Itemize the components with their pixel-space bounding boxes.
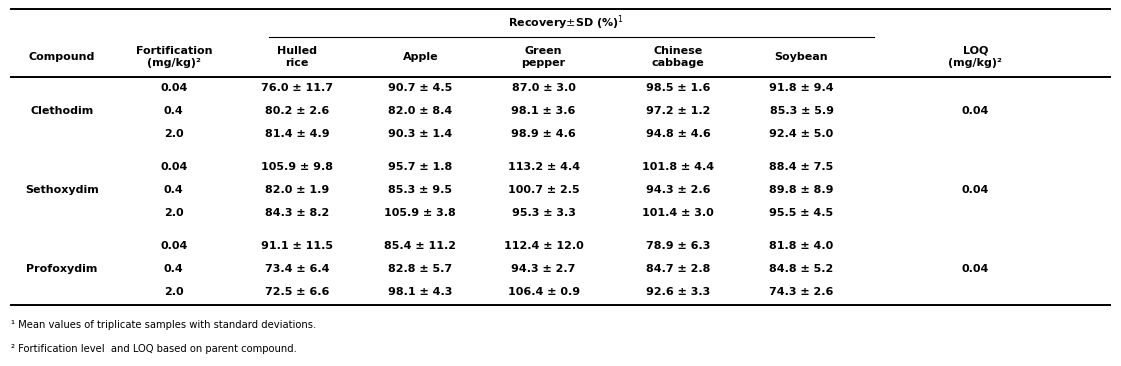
Text: 91.1 ± 11.5: 91.1 ± 11.5 <box>261 241 333 251</box>
Text: 95.7 ± 1.8: 95.7 ± 1.8 <box>388 162 453 172</box>
Text: Apple: Apple <box>402 52 438 62</box>
Text: ¹ Mean values of triplicate samples with standard deviations.: ¹ Mean values of triplicate samples with… <box>11 320 316 330</box>
Text: 85.4 ± 11.2: 85.4 ± 11.2 <box>385 241 456 251</box>
Text: 113.2 ± 4.4: 113.2 ± 4.4 <box>508 162 580 172</box>
Text: 84.8 ± 5.2: 84.8 ± 5.2 <box>769 264 834 274</box>
Text: 98.9 ± 4.6: 98.9 ± 4.6 <box>511 129 576 139</box>
Text: 2.0: 2.0 <box>164 129 184 139</box>
Text: Clethodim: Clethodim <box>30 106 93 116</box>
Text: 0.4: 0.4 <box>164 106 184 116</box>
Text: 0.4: 0.4 <box>164 185 184 195</box>
Text: 80.2 ± 2.6: 80.2 ± 2.6 <box>265 106 330 116</box>
Text: 112.4 ± 12.0: 112.4 ± 12.0 <box>503 241 584 251</box>
Text: Chinese
cabbage: Chinese cabbage <box>651 45 705 68</box>
Text: 92.4 ± 5.0: 92.4 ± 5.0 <box>769 129 834 139</box>
Text: 82.0 ± 1.9: 82.0 ± 1.9 <box>265 185 330 195</box>
Text: 72.5 ± 6.6: 72.5 ± 6.6 <box>265 287 330 297</box>
Text: 94.8 ± 4.6: 94.8 ± 4.6 <box>646 129 711 139</box>
Text: Green
pepper: Green pepper <box>521 45 566 68</box>
Text: Compound: Compound <box>28 52 95 62</box>
Text: Fortification
(mg/kg)²: Fortification (mg/kg)² <box>136 45 212 68</box>
Text: 106.4 ± 0.9: 106.4 ± 0.9 <box>508 287 580 297</box>
Text: Profoxydim: Profoxydim <box>26 264 98 274</box>
Text: 84.7 ± 2.8: 84.7 ± 2.8 <box>646 264 711 274</box>
Text: 105.9 ± 9.8: 105.9 ± 9.8 <box>261 162 333 172</box>
Text: 89.8 ± 8.9: 89.8 ± 8.9 <box>769 185 834 195</box>
Text: 81.8 ± 4.0: 81.8 ± 4.0 <box>769 241 834 251</box>
Text: 95.5 ± 4.5: 95.5 ± 4.5 <box>769 208 834 218</box>
Text: 94.3 ± 2.7: 94.3 ± 2.7 <box>511 264 576 274</box>
Text: 74.3 ± 2.6: 74.3 ± 2.6 <box>769 287 834 297</box>
Text: 2.0: 2.0 <box>164 287 184 297</box>
Text: 91.8 ± 9.4: 91.8 ± 9.4 <box>769 83 834 93</box>
Text: 101.8 ± 4.4: 101.8 ± 4.4 <box>642 162 714 172</box>
Text: 97.2 ± 1.2: 97.2 ± 1.2 <box>646 106 711 116</box>
Text: 98.1 ± 4.3: 98.1 ± 4.3 <box>388 287 453 297</box>
Text: 82.8 ± 5.7: 82.8 ± 5.7 <box>388 264 453 274</box>
Text: 88.4 ± 7.5: 88.4 ± 7.5 <box>769 162 834 172</box>
Text: 0.04: 0.04 <box>962 264 989 274</box>
Text: 0.04: 0.04 <box>160 162 187 172</box>
Text: 82.0 ± 8.4: 82.0 ± 8.4 <box>388 106 453 116</box>
Text: 84.3 ± 8.2: 84.3 ± 8.2 <box>265 208 330 218</box>
Text: 73.4 ± 6.4: 73.4 ± 6.4 <box>265 264 330 274</box>
Text: 90.3 ± 1.4: 90.3 ± 1.4 <box>388 129 453 139</box>
Text: 2.0: 2.0 <box>164 208 184 218</box>
Text: 94.3 ± 2.6: 94.3 ± 2.6 <box>646 185 711 195</box>
Text: 101.4 ± 3.0: 101.4 ± 3.0 <box>642 208 714 218</box>
Text: 95.3 ± 3.3: 95.3 ± 3.3 <box>512 208 575 218</box>
Text: 98.1 ± 3.6: 98.1 ± 3.6 <box>511 106 576 116</box>
Text: 0.04: 0.04 <box>962 185 989 195</box>
Text: 81.4 ± 4.9: 81.4 ± 4.9 <box>265 129 330 139</box>
Text: 105.9 ± 3.8: 105.9 ± 3.8 <box>385 208 456 218</box>
Text: 85.3 ± 9.5: 85.3 ± 9.5 <box>388 185 453 195</box>
Text: 0.04: 0.04 <box>160 241 187 251</box>
Text: 0.04: 0.04 <box>160 83 187 93</box>
Text: 98.5 ± 1.6: 98.5 ± 1.6 <box>646 83 711 93</box>
Text: 76.0 ± 11.7: 76.0 ± 11.7 <box>261 83 333 93</box>
Text: 92.6 ± 3.3: 92.6 ± 3.3 <box>646 287 711 297</box>
Text: 85.3 ± 5.9: 85.3 ± 5.9 <box>769 106 834 116</box>
Text: Sethoxydim: Sethoxydim <box>25 185 99 195</box>
Text: 87.0 ± 3.0: 87.0 ± 3.0 <box>512 83 575 93</box>
Text: ² Fortification level  and LOQ based on parent compound.: ² Fortification level and LOQ based on p… <box>11 344 297 354</box>
Text: 0.4: 0.4 <box>164 264 184 274</box>
Text: 0.04: 0.04 <box>962 106 989 116</box>
Text: Soybean: Soybean <box>775 52 828 62</box>
Text: 78.9 ± 6.3: 78.9 ± 6.3 <box>646 241 711 251</box>
Text: 90.7 ± 4.5: 90.7 ± 4.5 <box>388 83 453 93</box>
Text: LOQ
(mg/kg)²: LOQ (mg/kg)² <box>948 45 1002 68</box>
Text: 100.7 ± 2.5: 100.7 ± 2.5 <box>508 185 580 195</box>
Text: Hulled
rice: Hulled rice <box>277 45 317 68</box>
Text: Recovery$\pm$SD (%)$^1$: Recovery$\pm$SD (%)$^1$ <box>508 14 624 32</box>
